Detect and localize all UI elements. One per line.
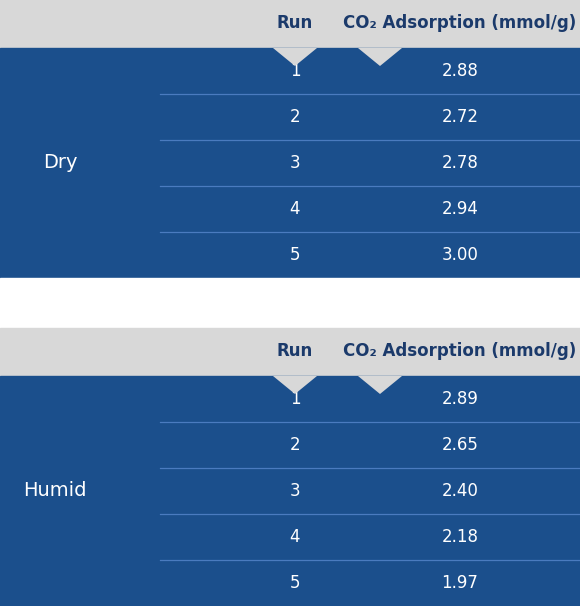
Text: Run: Run [277,342,313,360]
Text: 4: 4 [290,528,300,546]
Bar [0,278,580,328]
Bar [0,48,580,278]
Text: Run: Run [277,14,313,32]
Text: 1: 1 [289,62,300,80]
Text: Humid: Humid [23,482,87,501]
Text: 3.00: 3.00 [441,246,478,264]
Text: CO₂ Adsorption (mmol/g): CO₂ Adsorption (mmol/g) [343,342,577,360]
Text: 1: 1 [289,390,300,408]
Bar [0,376,580,606]
Bar [0,0,580,48]
Text: 2.78: 2.78 [441,154,478,172]
Text: 2.89: 2.89 [441,390,478,408]
Text: 2.88: 2.88 [441,62,478,80]
Polygon shape [273,376,317,394]
Text: CO₂ Adsorption (mmol/g): CO₂ Adsorption (mmol/g) [343,14,577,32]
Text: 1.97: 1.97 [441,574,478,592]
Text: 2.40: 2.40 [441,482,478,500]
Text: 2.72: 2.72 [441,108,478,126]
Text: 2.18: 2.18 [441,528,478,546]
Text: Dry: Dry [43,153,77,173]
Polygon shape [358,48,402,66]
Text: 2.65: 2.65 [441,436,478,454]
Text: 4: 4 [290,200,300,218]
Text: 2: 2 [289,436,300,454]
Text: 5: 5 [290,246,300,264]
Polygon shape [273,48,317,66]
Text: 2.94: 2.94 [441,200,478,218]
Text: 3: 3 [289,482,300,500]
Polygon shape [358,376,402,394]
Text: 3: 3 [289,154,300,172]
Text: 2: 2 [289,108,300,126]
Text: 5: 5 [290,574,300,592]
Bar [0,328,580,376]
